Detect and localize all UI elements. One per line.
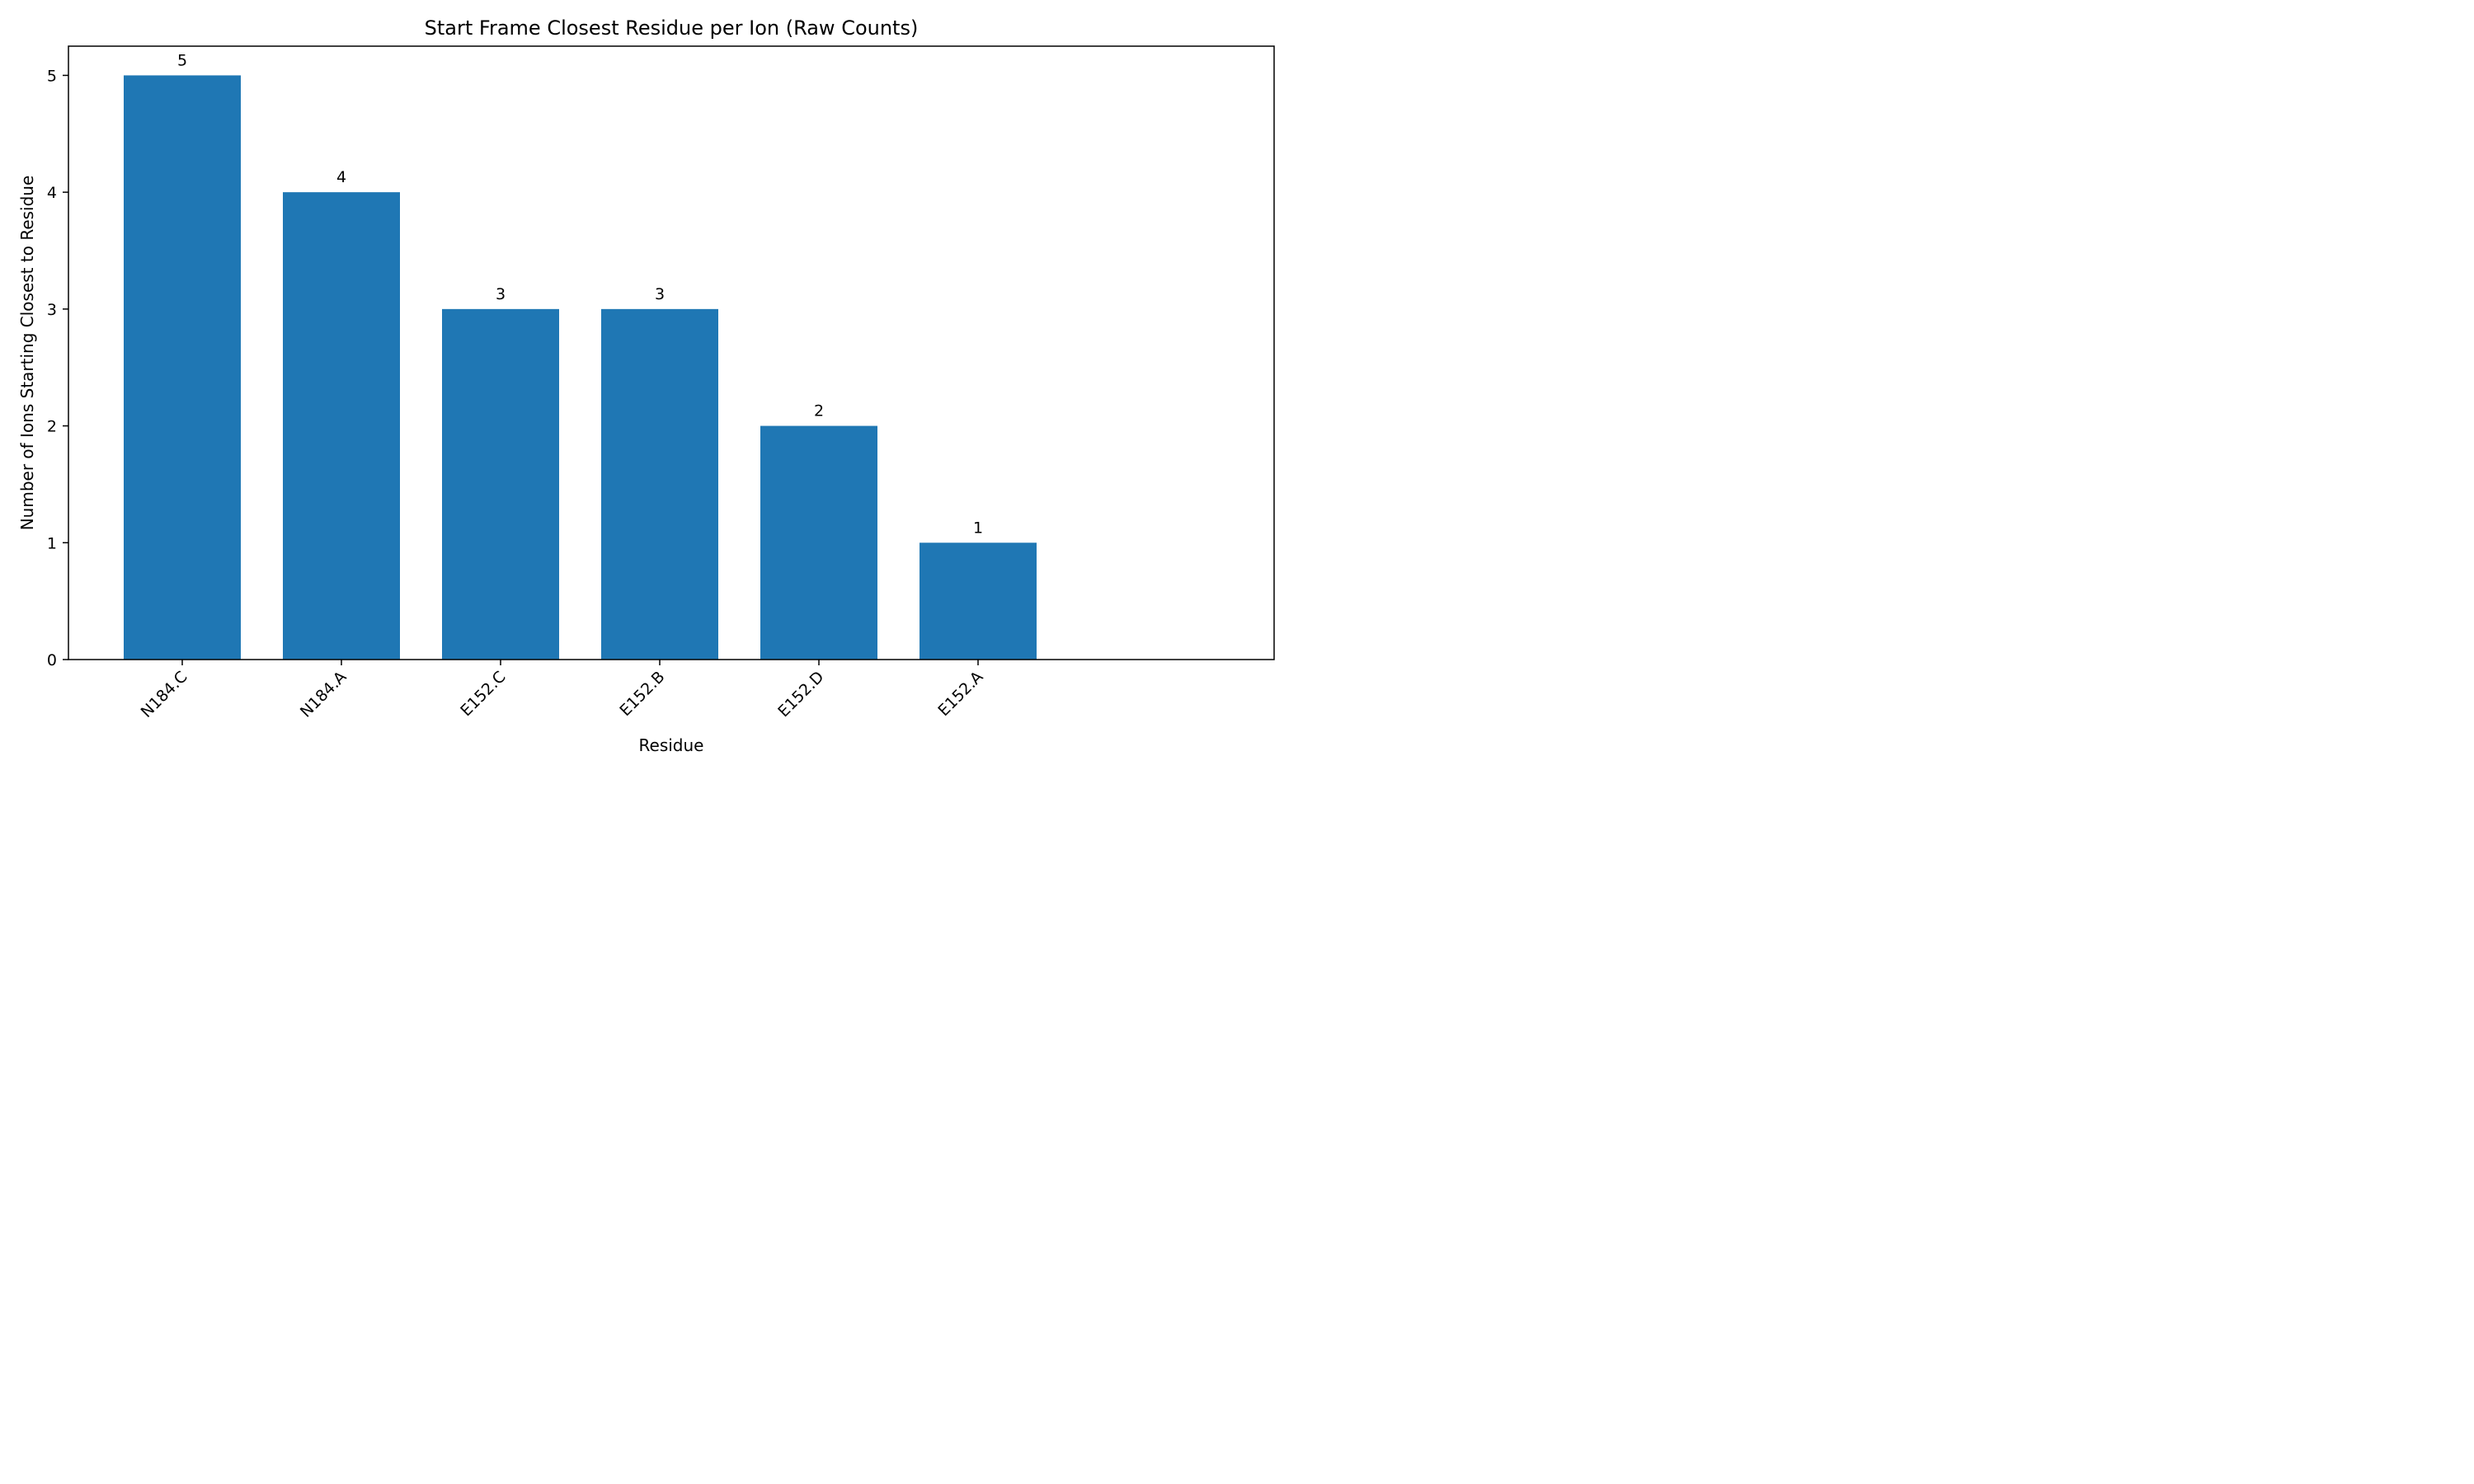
bar-N184.C [124, 75, 241, 660]
x-tick-label-N184.A: N184.A [297, 668, 350, 721]
data-label-E152.A: 1 [973, 519, 983, 537]
data-label-E152.C: 3 [496, 285, 506, 303]
data-label-E152.D: 2 [814, 402, 824, 420]
y-axis: 0 1 2 3 4 5 [47, 67, 68, 669]
chart-title: Start Frame Closest Residue per Ion (Raw… [425, 16, 919, 40]
data-label-N184.A: 4 [336, 168, 346, 186]
bar-E152.D [760, 425, 877, 660]
value-labels-group: 5 4 3 3 2 1 [177, 51, 983, 537]
y-axis-label: Number of Ions Starting Closest to Resid… [17, 176, 37, 531]
x-tick-label-E152.C: E152.C [457, 668, 509, 720]
y-tick-label-0: 0 [47, 651, 57, 669]
y-tick-label-2: 2 [47, 418, 57, 436]
bar-E152.A [920, 542, 1037, 660]
x-tick-label-E152.D: E152.D [774, 668, 827, 721]
bar-E152.C [442, 308, 559, 660]
y-tick-label-5: 5 [47, 67, 57, 85]
data-label-E152.B: 3 [655, 285, 665, 303]
bar-chart: Start Frame Closest Residue per Ion (Raw… [17, 16, 1275, 755]
y-tick-label-4: 4 [47, 184, 57, 202]
bar-N184.A [283, 192, 400, 660]
bar-E152.B [601, 308, 718, 660]
bars-group [124, 75, 1037, 660]
data-label-N184.C: 5 [177, 51, 187, 69]
x-tick-label-E152.B: E152.B [616, 668, 668, 720]
y-tick-label-3: 3 [47, 301, 57, 319]
x-tick-label-E152.A: E152.A [934, 668, 986, 720]
plot-frame [68, 45, 1275, 660]
y-tick-label-1: 1 [47, 534, 57, 552]
x-axis: N184.C N184.A E152.C E152.B E152.D E152.A [138, 660, 987, 721]
x-tick-label-N184.C: N184.C [138, 668, 191, 721]
x-axis-label: Residue [639, 735, 704, 755]
